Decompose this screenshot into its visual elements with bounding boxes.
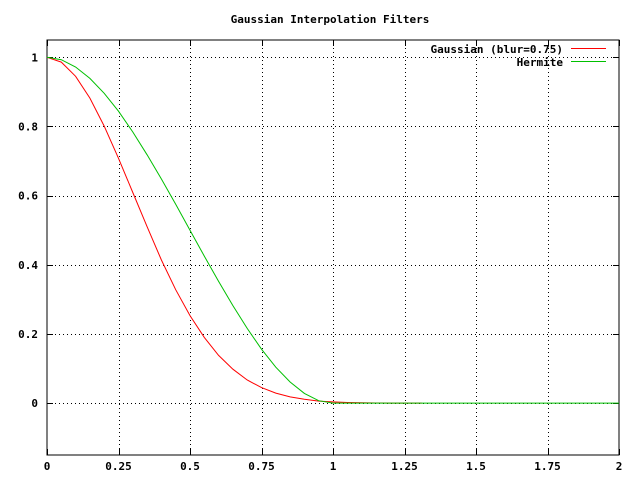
x-tick-label: 1 xyxy=(330,460,337,473)
y-tick-label: 1 xyxy=(31,51,38,64)
y-tick-labels: 0 0.2 0.4 0.6 0.8 1 xyxy=(18,51,38,410)
x-tick-label: 1.5 xyxy=(466,460,486,473)
x-tick-label: 0.75 xyxy=(248,460,275,473)
series-line-1 xyxy=(46,56,619,404)
x-tick-label: 0.25 xyxy=(105,460,132,473)
y-tick-label: 0.2 xyxy=(18,328,38,341)
x-tick-label: 2 xyxy=(616,460,623,473)
series-line-0 xyxy=(46,56,422,404)
grid xyxy=(47,40,619,455)
series-lines xyxy=(46,56,619,404)
x-tick-label: 1.75 xyxy=(534,460,561,473)
chart-title: Gaussian Interpolation Filters xyxy=(231,13,430,26)
legend-label: Gaussian (blur=0.75) xyxy=(431,43,563,56)
legend: Gaussian (blur=0.75)Hermite xyxy=(431,43,606,69)
legend-label: Hermite xyxy=(517,56,564,69)
x-tick-labels: 0 0.25 0.5 0.75 1 1.25 1.5 1.75 2 xyxy=(44,460,623,473)
x-tick-label: 1.25 xyxy=(391,460,418,473)
x-tick-label: 0 xyxy=(44,460,51,473)
x-tick-label: 0.5 xyxy=(180,460,200,473)
y-tick-label: 0.8 xyxy=(18,120,38,133)
y-tick-label: 0 xyxy=(31,397,38,410)
y-tick-label: 0.6 xyxy=(18,190,38,203)
y-tick-label: 0.4 xyxy=(18,259,38,272)
